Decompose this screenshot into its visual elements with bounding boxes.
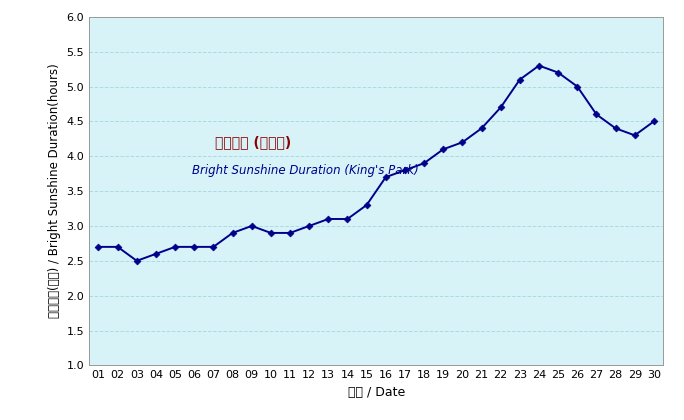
Text: 平均日照 (京士柏): 平均日照 (京士柏) xyxy=(215,135,291,149)
X-axis label: 日期 / Date: 日期 / Date xyxy=(347,386,405,399)
Y-axis label: 平均日照(小時) / Bright Sunshine Duration(hours): 平均日照(小時) / Bright Sunshine Duration(hour… xyxy=(48,64,61,318)
Text: Bright Sunshine Duration (King's Park): Bright Sunshine Duration (King's Park) xyxy=(192,164,419,177)
